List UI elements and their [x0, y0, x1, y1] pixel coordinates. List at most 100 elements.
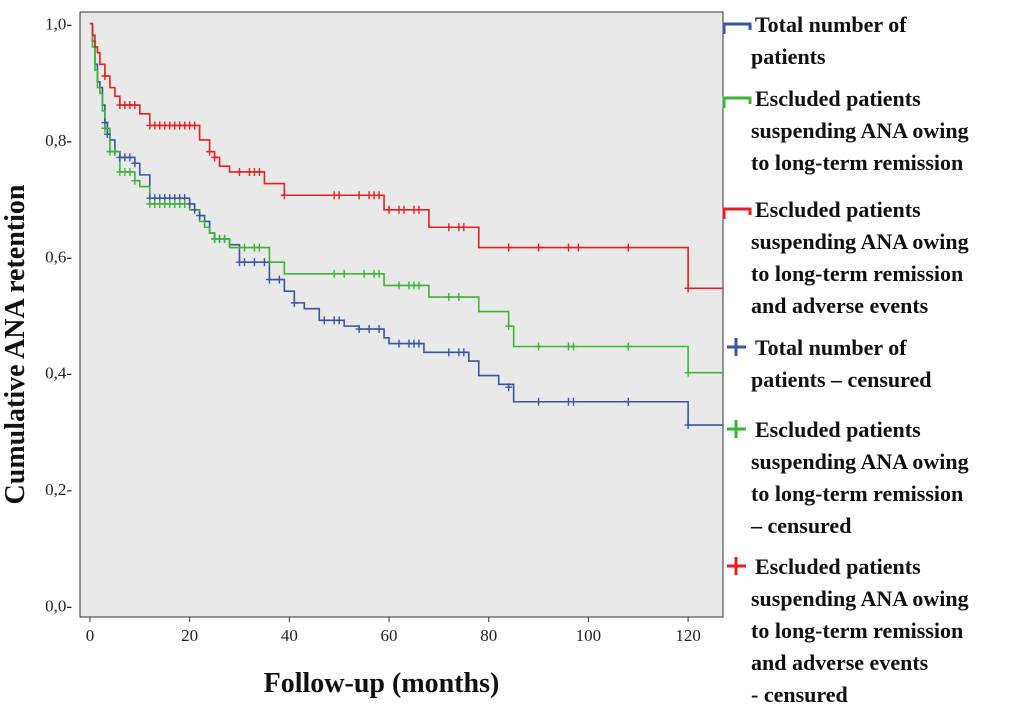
censor-mark-2	[684, 368, 692, 377]
censor-mark-3	[535, 243, 543, 252]
censor-mark-1	[569, 397, 577, 406]
censor-mark-1	[260, 258, 268, 267]
censor-mark-1	[131, 159, 139, 168]
censor-layer	[101, 71, 692, 430]
censor-mark-3	[574, 243, 582, 252]
censor-mark-1	[395, 339, 403, 348]
legend-entry-text: suspending ANA owing	[751, 229, 969, 254]
y-tick-label: 1,0-	[45, 15, 72, 34]
censor-mark-3	[400, 205, 408, 214]
legend-entry-text: Total number of	[755, 12, 907, 37]
censor-mark-1	[250, 258, 258, 267]
censor-mark-1	[684, 421, 692, 430]
censor-mark-3	[206, 147, 214, 156]
legend-entry-text: to long-term remission	[751, 481, 963, 506]
censor-mark-1	[191, 205, 199, 214]
legend-entry-text: Escluded patients	[755, 554, 921, 579]
censor-mark-2	[569, 342, 577, 351]
y-tick-label: 0,0-	[45, 596, 72, 615]
x-tick-label: 60	[381, 626, 398, 645]
x-tick-label: 0	[86, 626, 95, 645]
legend-entry-text: patients – censured	[751, 367, 932, 392]
censor-mark-1	[103, 130, 111, 139]
censor-mark-1	[535, 397, 543, 406]
censor-mark-3	[624, 243, 632, 252]
series-line-3	[89, 22, 723, 290]
censor-mark-3	[415, 205, 423, 214]
censor-mark-3	[255, 167, 263, 176]
censor-mark-1	[290, 298, 298, 307]
y-tick-label: 0,6-	[45, 247, 72, 266]
y-tick-label: 0,8-	[45, 131, 72, 150]
censor-mark-1	[240, 258, 248, 267]
censor-mark-1	[126, 153, 134, 162]
censor-mark-2	[111, 147, 119, 156]
y-tick-label: 0,2-	[45, 480, 72, 499]
censor-mark-3	[385, 205, 393, 214]
censor-mark-3	[101, 71, 109, 80]
legend-entry-text: and adverse events	[751, 293, 929, 318]
legend-entry-text: suspending ANA owing	[751, 586, 969, 611]
x-axis-title: Follow-up (months)	[264, 668, 500, 699]
censor-mark-3	[505, 243, 513, 252]
censor-mark-3	[445, 223, 453, 232]
plot-area	[79, 11, 724, 618]
legend-entry-text: Escluded patients	[755, 86, 921, 111]
censor-mark-3	[684, 284, 692, 293]
censor-mark-2	[330, 269, 338, 278]
censor-mark-2	[624, 342, 632, 351]
censor-mark-1	[320, 316, 328, 325]
legend-entry-text: to long-term remission	[751, 618, 963, 643]
x-tick-label: 20	[181, 626, 198, 645]
censor-mark-3	[355, 191, 363, 200]
censor-mark-1	[415, 339, 423, 348]
legend-entry-text: to long-term remission	[751, 150, 963, 175]
x-tick-label: 100	[576, 626, 602, 645]
censor-mark-1	[445, 348, 453, 357]
legend-line-marker	[722, 207, 752, 219]
censor-mark-2	[240, 243, 248, 252]
legend-plus-marker	[727, 420, 746, 438]
censor-mark-1	[365, 325, 373, 334]
censor-mark-2	[445, 293, 453, 302]
censor-mark-2	[221, 234, 229, 243]
censor-mark-3	[280, 191, 288, 200]
censor-mark-2	[360, 269, 368, 278]
legend-entry-text: Escluded patients	[755, 417, 921, 442]
legend: Total number of patients Escluded patients…	[722, 12, 969, 707]
y-axis-title: Cumulative ANA retention	[0, 184, 31, 504]
censor-mark-1	[335, 316, 343, 325]
censor-mark-1	[196, 211, 204, 220]
legend-entry-text: suspending ANA owing	[751, 449, 969, 474]
censor-mark-2	[340, 269, 348, 278]
censor-mark-2	[535, 342, 543, 351]
legend-plus-marker	[727, 338, 746, 356]
legend-entry-text: - censured	[751, 682, 848, 707]
censor-mark-3	[131, 101, 139, 110]
legend-line-marker	[722, 22, 752, 34]
x-tick-label: 80	[480, 626, 497, 645]
censor-mark-1	[355, 325, 363, 334]
censor-mark-1	[505, 383, 513, 392]
censor-mark-2	[395, 281, 403, 290]
legend-entry-text: Escluded patients	[755, 197, 921, 222]
x-tick-label: 40	[281, 626, 298, 645]
censor-mark-2	[101, 124, 109, 133]
censor-mark-3	[191, 121, 199, 130]
legend-line-marker	[722, 96, 752, 108]
censor-mark-2	[126, 167, 134, 176]
y-tick-label: 0,4-	[45, 364, 72, 383]
censor-mark-1	[624, 397, 632, 406]
censor-mark-1	[275, 275, 283, 284]
censor-mark-2	[375, 269, 383, 278]
legend-entry-text: to long-term remission	[751, 261, 963, 286]
censor-mark-2	[415, 281, 423, 290]
censor-mark-3	[211, 153, 219, 162]
censor-mark-3	[236, 167, 244, 176]
censor-mark-3	[375, 191, 383, 200]
censor-mark-3	[335, 191, 343, 200]
censor-mark-3	[564, 243, 572, 252]
censor-mark-3	[460, 223, 468, 232]
censor-mark-2	[505, 322, 513, 331]
censor-mark-2	[455, 293, 463, 302]
